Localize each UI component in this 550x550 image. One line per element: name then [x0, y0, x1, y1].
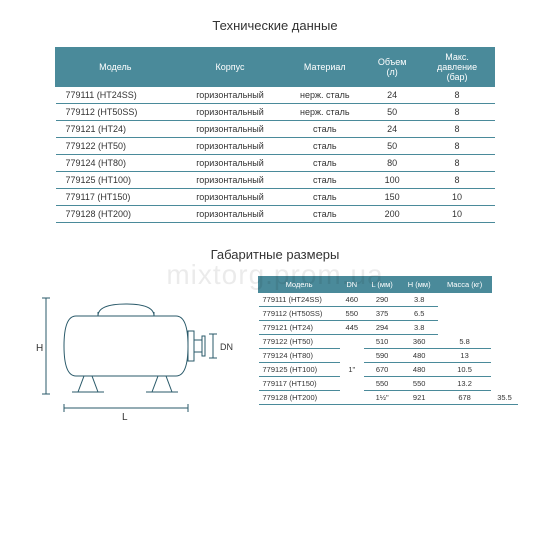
table-row: 779122 (HT50)горизонтальныйсталь508	[56, 138, 495, 155]
svg-text:DN: DN	[220, 342, 233, 352]
dims-col-4: Масса (кг)	[438, 277, 491, 293]
table-row: 779117 (HT150)55055013.2	[259, 377, 519, 391]
spec-col-2: Материал	[285, 48, 365, 87]
spec-col-3: Объем (л)	[365, 48, 420, 87]
dims-col-3: H (мм)	[400, 277, 438, 293]
table-row: 779112 (HT50SS)5503756.5	[259, 307, 519, 321]
spec-col-0: Модель	[56, 48, 176, 87]
spec-table: МодельКорпусМатериалОбъем (л)Макс. давле…	[55, 47, 495, 223]
table-row: 779128 (HT200)горизонтальныйсталь20010	[56, 206, 495, 223]
table-row: 779124 (HT80)59048013	[259, 349, 519, 363]
tank-diagram: H DN	[28, 276, 238, 426]
table-row: 779121 (HT24)4452943.8	[259, 321, 519, 335]
table-row: 779117 (HT150)горизонтальныйсталь15010	[56, 189, 495, 206]
table-row: 779128 (HT200)1½"92167835.5	[259, 391, 519, 405]
table-row: 779124 (HT80)горизонтальныйсталь808	[56, 155, 495, 172]
table-row: 779111 (HT24SS)горизонтальныйнерж. сталь…	[56, 87, 495, 104]
dims-col-0: Модель	[259, 277, 340, 293]
svg-text:L: L	[122, 412, 128, 423]
spec-title: Технические данные	[28, 18, 522, 33]
dims-col-1: DN	[340, 277, 364, 293]
table-row: 779112 (HT50SS)горизонтальныйнерж. сталь…	[56, 104, 495, 121]
dims-col-2: L (мм)	[364, 277, 400, 293]
table-row: 779111 (HT24SS)4602903.8	[259, 293, 519, 307]
dims-title: Габаритные размеры	[28, 247, 522, 262]
spec-col-1: Корпус	[175, 48, 285, 87]
dims-table: МодельDNL (мм)H (мм)Масса (кг) 779111 (H…	[258, 276, 518, 405]
table-row: 779125 (HT100)67048010.5	[259, 363, 519, 377]
table-row: 779125 (HT100)горизонтальныйсталь1008	[56, 172, 495, 189]
spec-col-4: Макс. давление (бар)	[420, 48, 495, 87]
svg-text:H: H	[36, 343, 43, 354]
table-row: 779121 (HT24)горизонтальныйсталь248	[56, 121, 495, 138]
table-row: 779122 (HT50)1"5103605.8	[259, 335, 519, 349]
